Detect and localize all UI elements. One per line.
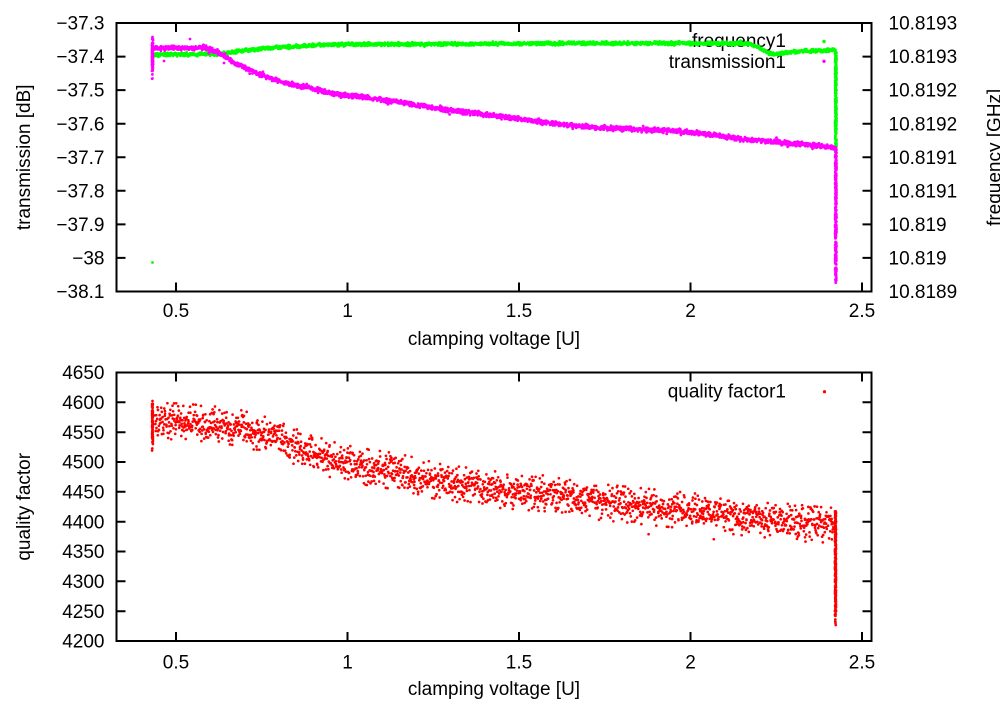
svg-text:4200: 4200	[62, 632, 104, 653]
svg-text:4400: 4400	[62, 512, 104, 533]
svg-text:10.8193: 10.8193	[889, 14, 958, 35]
svg-text:4600: 4600	[62, 393, 104, 414]
svg-text:−37.5: −37.5	[56, 81, 104, 102]
svg-text:4350: 4350	[62, 542, 104, 563]
svg-text:4450: 4450	[62, 482, 104, 503]
svg-text:−37.8: −37.8	[56, 181, 104, 202]
svg-text:−37.6: −37.6	[56, 114, 104, 135]
svg-text:quality factor: quality factor	[14, 452, 35, 560]
svg-text:4300: 4300	[62, 572, 104, 593]
svg-text:1: 1	[342, 653, 353, 674]
svg-text:−38: −38	[72, 249, 104, 270]
svg-text:2.5: 2.5	[849, 301, 875, 322]
svg-text:10.8192: 10.8192	[889, 114, 958, 135]
svg-text:0.5: 0.5	[163, 301, 189, 322]
svg-text:2.5: 2.5	[849, 653, 875, 674]
svg-text:0.5: 0.5	[163, 653, 189, 674]
svg-text:1.5: 1.5	[506, 653, 532, 674]
svg-text:10.8191: 10.8191	[889, 181, 958, 202]
svg-text:10.819: 10.819	[889, 215, 947, 236]
svg-text:clamping voltage [U]: clamping voltage [U]	[408, 329, 580, 350]
svg-text:10.8192: 10.8192	[889, 81, 958, 102]
svg-text:clamping voltage [U]: clamping voltage [U]	[408, 679, 580, 700]
svg-text:frequency [GHz]: frequency [GHz]	[985, 89, 1000, 226]
svg-text:transmission [dB]: transmission [dB]	[14, 84, 35, 230]
svg-text:−38.1: −38.1	[56, 282, 104, 303]
svg-text:4550: 4550	[62, 423, 104, 444]
svg-text:4250: 4250	[62, 602, 104, 623]
svg-text:−37.9: −37.9	[56, 215, 104, 236]
svg-text:−37.4: −37.4	[56, 47, 105, 68]
svg-text:−37.3: −37.3	[56, 14, 104, 35]
svg-text:10.8191: 10.8191	[889, 148, 958, 169]
svg-text:−37.7: −37.7	[56, 148, 104, 169]
svg-text:4500: 4500	[62, 453, 104, 474]
svg-text:2: 2	[685, 301, 696, 322]
svg-text:10.8193: 10.8193	[889, 47, 958, 68]
svg-text:2: 2	[685, 653, 696, 674]
svg-text:4650: 4650	[62, 363, 104, 384]
svg-text:10.819: 10.819	[889, 249, 947, 270]
svg-text:quality factor1: quality factor1	[668, 382, 786, 403]
svg-text:1.5: 1.5	[506, 301, 532, 322]
svg-text:1: 1	[342, 301, 353, 322]
svg-text:10.8189: 10.8189	[889, 282, 958, 303]
